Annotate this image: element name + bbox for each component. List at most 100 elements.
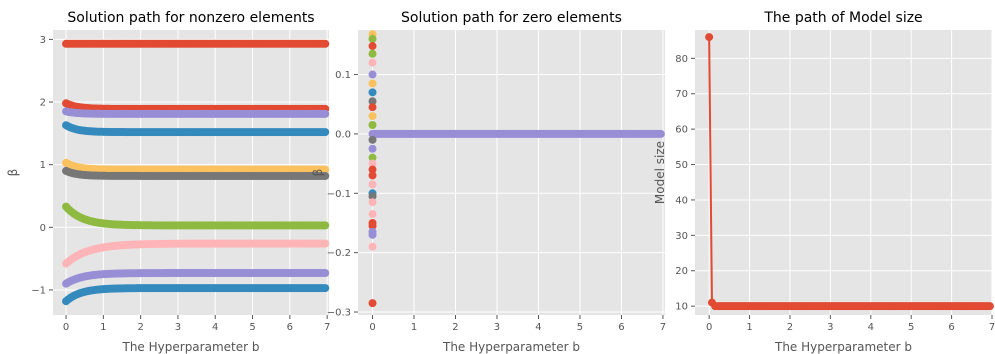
- series-9: [62, 284, 330, 306]
- x-tick-label: 7: [660, 322, 666, 333]
- data-point: [321, 165, 330, 174]
- y-axis-label: β: [6, 169, 20, 177]
- x-tick-label: 0: [706, 322, 712, 333]
- y-tick-label: 0.1: [335, 70, 351, 81]
- y-tick-label: 2: [40, 98, 46, 109]
- x-tick-label: 3: [494, 322, 500, 333]
- data-point: [368, 121, 377, 129]
- data-point: [368, 242, 377, 251]
- x-axis-label: The Hyperparameter b: [774, 340, 912, 354]
- y-tick-label: 20: [675, 266, 688, 277]
- y-tick-label: 1: [40, 160, 46, 171]
- x-tick-label: 6: [618, 322, 624, 333]
- data-point: [321, 239, 330, 248]
- data-point: [985, 302, 994, 311]
- x-tick-label: 5: [577, 322, 583, 333]
- y-tick-label: −0.2: [327, 248, 351, 259]
- data-point: [368, 153, 377, 162]
- x-tick-label: 6: [948, 322, 954, 333]
- series-2: [62, 107, 330, 118]
- series-3: [62, 121, 330, 137]
- x-tick-label: 4: [535, 322, 541, 333]
- data-point: [368, 97, 377, 106]
- data-point: [368, 210, 377, 219]
- x-tick-label: 7: [324, 322, 330, 333]
- x-tick-label: 2: [137, 322, 143, 333]
- series-7: [62, 239, 330, 268]
- y-tick-label: −0.3: [327, 308, 351, 319]
- data-point: [368, 79, 377, 88]
- data-point: [368, 159, 377, 168]
- data-point: [368, 221, 377, 230]
- y-axis-label: β: [311, 169, 325, 177]
- y-tick-label: 50: [675, 160, 688, 171]
- y-tick-label: −0.1: [327, 189, 351, 200]
- data-point: [368, 165, 377, 174]
- data-point: [368, 103, 377, 112]
- series-5: [62, 166, 330, 180]
- plot-area: [358, 30, 665, 315]
- y-tick-label: 30: [675, 231, 688, 242]
- x-tick-label: 1: [411, 322, 417, 333]
- data-point: [368, 180, 377, 189]
- y-tick-label: 80: [675, 54, 688, 65]
- y-tick-label: −1: [31, 285, 46, 296]
- data-point: [368, 171, 377, 180]
- series-4: [62, 158, 330, 174]
- x-tick-label: 5: [908, 322, 914, 333]
- x-tick-label: 6: [287, 322, 293, 333]
- data-point: [368, 42, 377, 51]
- y-tick-label: 70: [675, 89, 688, 100]
- y-tick-label: 3: [40, 35, 46, 46]
- data-point: [368, 34, 377, 43]
- data-point: [368, 49, 377, 58]
- data-point: [368, 198, 377, 207]
- chart-title: The path of Model size: [763, 10, 922, 26]
- data-point: [368, 70, 377, 79]
- x-tick-label: 0: [63, 322, 69, 333]
- data-point: [656, 129, 665, 138]
- panel-nonzero-elements: Solution path for nonzero elements 0 1 2 3 4 5…: [6, 10, 330, 354]
- data-point: [368, 230, 377, 239]
- data-point: [705, 33, 714, 42]
- data-point: [321, 39, 330, 48]
- zero-path-markers: [368, 129, 665, 138]
- data-point: [368, 192, 377, 201]
- series-6: [62, 202, 330, 230]
- x-tick-label: 2: [452, 322, 458, 333]
- b0-points: [368, 30, 377, 308]
- y-tick-label: 0.0: [335, 129, 351, 140]
- model-size-markers: [705, 33, 994, 311]
- x-tick-label: 3: [175, 322, 181, 333]
- data-point: [368, 135, 377, 144]
- data-point: [368, 144, 377, 153]
- x-tick-label: 2: [787, 322, 793, 333]
- series-8: [62, 269, 330, 288]
- x-tick-label: 7: [989, 322, 995, 333]
- y-axis-label: Model size: [653, 141, 667, 204]
- chart-title: Solution path for zero elements: [401, 10, 622, 26]
- x-axis-label: The Hyperparameter b: [122, 340, 260, 354]
- series-markers: [62, 39, 330, 306]
- data-point: [321, 221, 330, 230]
- panel-model-size: The path of Model size 0 1 2 3 4 5 6 7 10 20 30 40 50…: [653, 10, 995, 354]
- data-point: [321, 284, 330, 293]
- x-axis-label: The Hyperparameter b: [442, 340, 580, 354]
- x-tick-label: 4: [868, 322, 874, 333]
- y-tick-label: 40: [675, 195, 688, 206]
- panel-zero-elements: Solution path for zero elements 0 1 2 3 4 5 6 7 −…: [311, 10, 666, 354]
- data-point: [368, 58, 377, 67]
- x-tick-label: 5: [249, 322, 255, 333]
- x-tick-label: 0: [369, 322, 375, 333]
- data-point: [321, 128, 330, 137]
- chart-title: Solution path for nonzero elements: [67, 10, 314, 26]
- data-point: [321, 171, 330, 180]
- y-tick-label: 60: [675, 125, 688, 136]
- x-tick-label: 3: [827, 322, 833, 333]
- data-point: [368, 88, 377, 97]
- plot-area: [695, 30, 992, 315]
- data-point: [368, 299, 377, 308]
- y-tick-label: 10: [675, 302, 688, 313]
- x-tick-label: 1: [100, 322, 106, 333]
